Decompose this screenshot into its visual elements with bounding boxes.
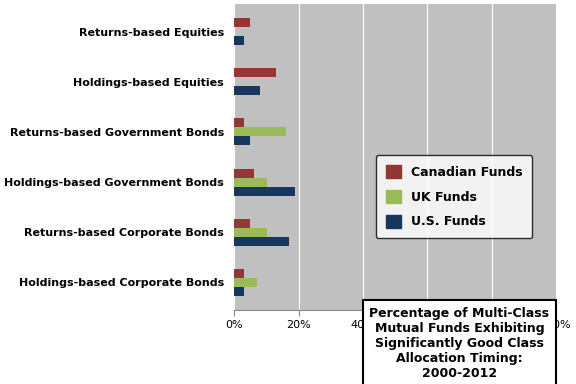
Bar bbox=[234, 136, 251, 146]
Bar bbox=[234, 218, 251, 228]
Text: Percentage of Multi-Class
Mutual Funds Exhibiting
Significantly Good Class
Alloc: Percentage of Multi-Class Mutual Funds E… bbox=[369, 307, 550, 380]
Bar bbox=[234, 86, 260, 95]
Bar bbox=[234, 228, 267, 237]
Bar bbox=[234, 269, 244, 278]
Legend: Canadian Funds, UK Funds, U.S. Funds: Canadian Funds, UK Funds, U.S. Funds bbox=[376, 155, 532, 238]
Bar bbox=[234, 118, 244, 127]
Bar bbox=[234, 18, 251, 27]
Bar bbox=[234, 278, 257, 287]
Bar bbox=[234, 127, 286, 136]
Bar bbox=[234, 287, 244, 296]
Bar bbox=[234, 237, 289, 246]
Bar bbox=[234, 68, 276, 77]
Bar bbox=[234, 177, 267, 187]
Bar bbox=[234, 187, 295, 195]
Bar bbox=[234, 36, 244, 45]
Bar bbox=[234, 169, 253, 177]
